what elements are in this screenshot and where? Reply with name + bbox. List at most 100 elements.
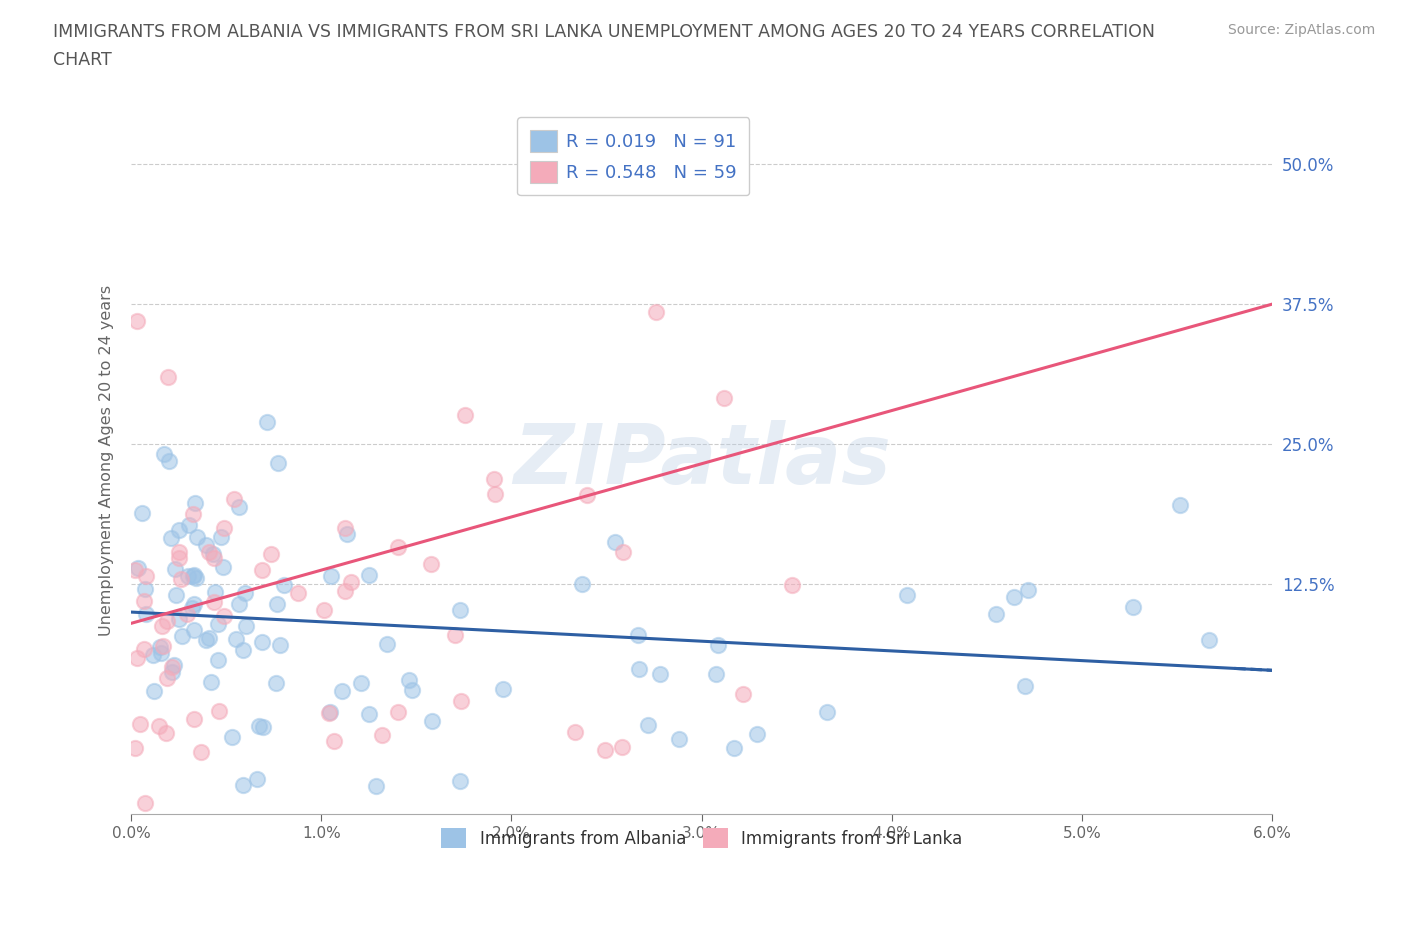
Point — [401, 682, 423, 697]
Point — [221, 729, 243, 744]
Point — [610, 740, 633, 755]
Point — [815, 704, 838, 719]
Point — [454, 407, 477, 422]
Text: Source: ZipAtlas.com: Source: ZipAtlas.com — [1227, 23, 1375, 37]
Point — [603, 535, 626, 550]
Point — [357, 567, 380, 582]
Point — [444, 628, 467, 643]
Point — [152, 639, 174, 654]
Point — [204, 584, 226, 599]
Point — [184, 496, 207, 511]
Point — [163, 562, 186, 577]
Point — [159, 530, 181, 545]
Point — [202, 551, 225, 565]
Point — [627, 662, 650, 677]
Text: ZIPatlas: ZIPatlas — [513, 420, 890, 501]
Point — [186, 530, 208, 545]
Point — [127, 313, 149, 328]
Point — [183, 567, 205, 582]
Point — [387, 705, 409, 720]
Point — [637, 717, 659, 732]
Point — [162, 659, 184, 674]
Point — [450, 694, 472, 709]
Point — [564, 724, 586, 739]
Point — [333, 584, 356, 599]
Point — [125, 651, 148, 666]
Point — [124, 740, 146, 755]
Text: CHART: CHART — [53, 51, 112, 69]
Point — [576, 487, 599, 502]
Point — [420, 556, 443, 571]
Point — [156, 614, 179, 629]
Point — [420, 713, 443, 728]
Point — [134, 795, 156, 810]
Point — [190, 744, 212, 759]
Point — [314, 603, 336, 618]
Legend: Immigrants from Albania, Immigrants from Sri Lanka: Immigrants from Albania, Immigrants from… — [432, 818, 972, 858]
Point — [1168, 498, 1191, 512]
Point — [211, 560, 233, 575]
Point — [208, 703, 231, 718]
Point — [713, 391, 735, 405]
Point — [198, 545, 221, 560]
Point — [181, 568, 204, 583]
Point — [322, 734, 344, 749]
Point — [1198, 632, 1220, 647]
Point — [149, 640, 172, 655]
Point — [163, 658, 186, 672]
Point — [134, 642, 156, 657]
Point — [264, 676, 287, 691]
Point — [330, 684, 353, 698]
Point — [201, 547, 224, 562]
Point — [124, 562, 146, 577]
Point — [387, 539, 409, 554]
Point — [612, 545, 634, 560]
Point — [183, 622, 205, 637]
Point — [733, 686, 755, 701]
Point — [129, 717, 152, 732]
Point — [247, 718, 270, 733]
Point — [1017, 582, 1039, 597]
Point — [644, 304, 666, 319]
Point — [336, 526, 359, 541]
Point — [225, 631, 247, 646]
Point — [484, 486, 506, 501]
Point — [375, 636, 398, 651]
Point — [364, 779, 387, 794]
Text: IMMIGRANTS FROM ALBANIA VS IMMIGRANTS FROM SRI LANKA UNEMPLOYMENT AMONG AGES 20 : IMMIGRANTS FROM ALBANIA VS IMMIGRANTS FR… — [53, 23, 1156, 41]
Point — [492, 682, 515, 697]
Point — [704, 666, 727, 681]
Point — [449, 603, 471, 618]
Point — [135, 607, 157, 622]
Point — [177, 569, 200, 584]
Point — [127, 561, 149, 576]
Point — [707, 637, 730, 652]
Point — [224, 492, 246, 507]
Point — [266, 596, 288, 611]
Point — [177, 518, 200, 533]
Point — [252, 720, 274, 735]
Point — [745, 726, 768, 741]
Point — [131, 506, 153, 521]
Point — [162, 665, 184, 680]
Point — [184, 571, 207, 586]
Point — [167, 612, 190, 627]
Point — [197, 630, 219, 644]
Point — [207, 653, 229, 668]
Point — [176, 606, 198, 621]
Point — [235, 618, 257, 633]
Point — [333, 521, 356, 536]
Point — [232, 777, 254, 792]
Point — [212, 609, 235, 624]
Point — [250, 634, 273, 649]
Point — [167, 544, 190, 559]
Point — [650, 667, 672, 682]
Point — [398, 672, 420, 687]
Point — [318, 705, 340, 720]
Y-axis label: Unemployment Among Ages 20 to 24 years: Unemployment Among Ages 20 to 24 years — [100, 286, 114, 636]
Point — [167, 522, 190, 537]
Point — [142, 648, 165, 663]
Point — [155, 725, 177, 740]
Point — [668, 732, 690, 747]
Point — [723, 741, 745, 756]
